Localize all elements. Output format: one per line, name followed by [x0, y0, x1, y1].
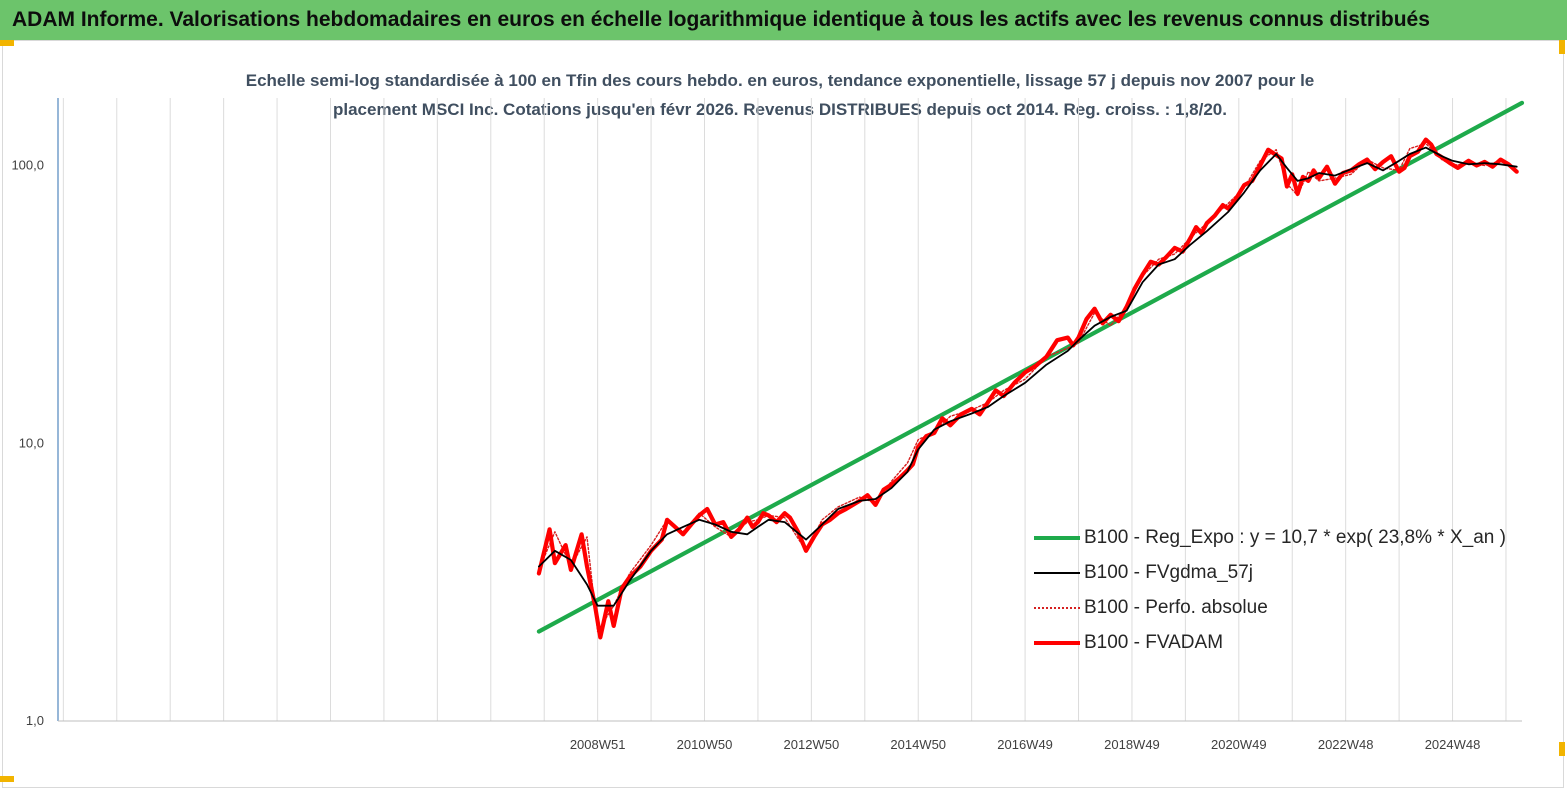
y-tick-label: 1,0: [26, 713, 44, 728]
legend-swatch-fvgdma: [1034, 571, 1080, 574]
legend-swatch-regression: [1034, 535, 1080, 540]
x-tick-label: 2022W48: [1318, 737, 1374, 752]
corner-marker-bottom-left: [0, 776, 14, 782]
series-fvadam-line: [536, 137, 1519, 640]
legend-label-fvgdma: B100 - FVgdma_57j: [1084, 561, 1253, 583]
legend-label-regression: B100 - Reg_Expo : y = 10,7 * exp( 23,8% …: [1084, 526, 1506, 548]
x-tick-label: 2012W50: [784, 737, 840, 752]
x-tick-label: 2008W51: [570, 737, 626, 752]
corner-marker-top-left: [0, 40, 14, 46]
legend-item-perfo: B100 - Perfo. absolue: [1034, 590, 1506, 625]
corner-marker-bottom-right: [1559, 742, 1565, 756]
legend-label-fvadam: B100 - FVADAM: [1084, 631, 1224, 653]
chart-frame: [2, 40, 1564, 788]
report-banner: ADAM Informe. Valorisations hebdomadaire…: [0, 0, 1567, 40]
x-tick-label: 2016W49: [997, 737, 1053, 752]
y-tick-label: 100,0: [11, 158, 44, 173]
y-tick-label: 10,0: [19, 435, 44, 450]
chart-title: Echelle semi-log standardisée à 100 en T…: [140, 66, 1420, 124]
x-tick-label: 2014W50: [890, 737, 946, 752]
x-tick-label: 2018W49: [1104, 737, 1160, 752]
legend-swatch-perfo: [1034, 606, 1080, 609]
x-tick-label: 2020W49: [1211, 737, 1267, 752]
legend-item-regression: B100 - Reg_Expo : y = 10,7 * exp( 23,8% …: [1034, 520, 1506, 555]
chart-title-line-1: Echelle semi-log standardisée à 100 en T…: [245, 71, 1315, 90]
series-fvgdma-line: [538, 146, 1518, 607]
legend-item-fvadam: B100 - FVADAM: [1034, 625, 1506, 660]
legend-label-perfo: B100 - Perfo. absolue: [1084, 596, 1268, 618]
legend-item-fvgdma: B100 - FVgdma_57j: [1034, 555, 1506, 590]
chart-legend: B100 - Reg_Expo : y = 10,7 * exp( 23,8% …: [1034, 520, 1506, 660]
legend-swatch-fvadam: [1034, 640, 1080, 645]
corner-marker-top-right: [1559, 40, 1565, 54]
x-tick-label: 2024W48: [1425, 737, 1481, 752]
chart-title-line-2: placement MSCI Inc. Cotations jusqu'en f…: [333, 100, 1227, 119]
x-tick-label: 2010W50: [677, 737, 733, 752]
